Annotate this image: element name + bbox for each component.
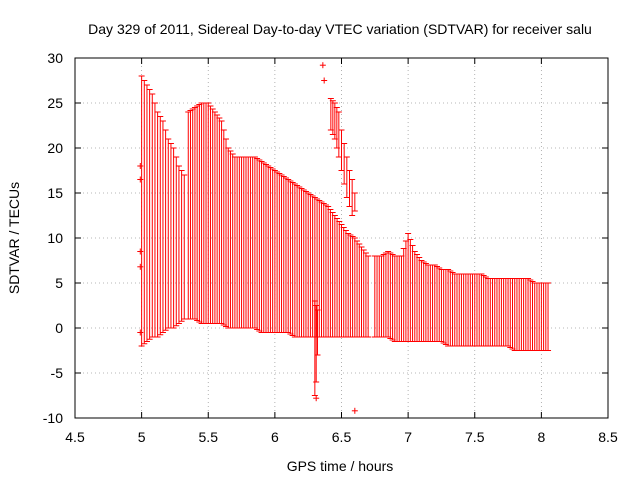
axis-layer: 4.5 5 5.5 6 6.5 7 7.5 8 8.5 -10 -5 0 5 10 15 20 25 30	[43, 50, 618, 445]
y-tick-label: 25	[47, 95, 63, 111]
series-band-3-late	[371, 233, 552, 351]
x-tick-label: 7.5	[465, 429, 485, 445]
y-tick-label: 5	[55, 275, 63, 291]
x-axis-label: GPS time / hours	[287, 458, 394, 474]
y-tick-label: 10	[47, 230, 63, 246]
outlier-point	[137, 248, 144, 255]
outlier-point	[321, 77, 328, 84]
x-tick-label: 5	[138, 429, 146, 445]
x-tick-label: 7	[404, 429, 412, 445]
y-tick-label: 30	[47, 50, 63, 66]
y-tick-label: 15	[47, 185, 63, 201]
x-tick-label: 8	[537, 429, 545, 445]
outlier-point	[137, 263, 144, 270]
x-tick-label: 4.5	[65, 429, 85, 445]
outlier-point	[137, 163, 144, 169]
y-tick-label: -10	[43, 410, 63, 426]
series-band-2-middle	[185, 102, 372, 338]
outlier-point	[137, 176, 144, 183]
y-tick-label: -5	[51, 365, 64, 381]
x-tick-label: 8.5	[598, 429, 618, 445]
y-axis-label: SDTVAR / TECUs	[6, 182, 22, 294]
x-tick-label: 5.5	[199, 429, 219, 445]
x-tick-label: 6	[271, 429, 279, 445]
series-band-1-upper	[138, 75, 188, 347]
series-spike	[311, 300, 321, 396]
data-layer	[137, 62, 552, 414]
outlier-point	[351, 407, 358, 414]
outlier-point	[137, 329, 144, 336]
outlier-point	[319, 62, 326, 69]
outlier-point	[313, 395, 320, 402]
series-rising-arc	[327, 98, 358, 216]
y-tick-label: 20	[47, 140, 63, 156]
x-tick-label: 6.5	[332, 429, 352, 445]
y-tick-label: 0	[55, 320, 63, 336]
chart-title: Day 329 of 2011, Sidereal Day-to-day VTE…	[88, 21, 592, 37]
